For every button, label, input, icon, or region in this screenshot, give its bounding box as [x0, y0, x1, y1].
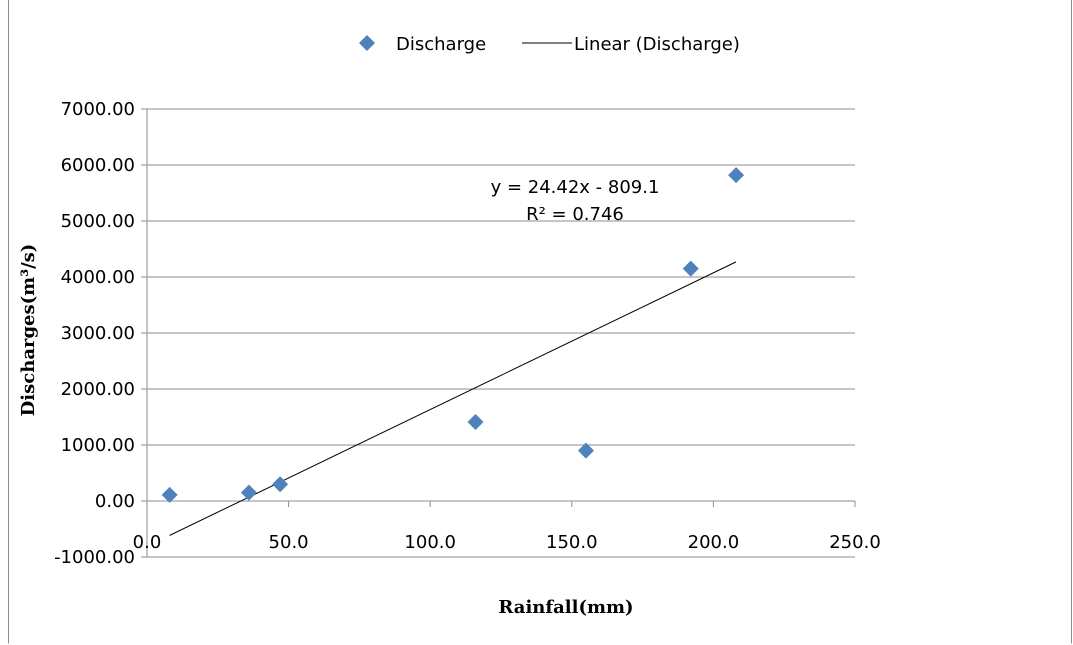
y-tick-label: 7000.00	[61, 99, 135, 120]
y-tick-label: 4000.00	[61, 267, 135, 288]
x-tick-label: 0.0	[133, 532, 162, 553]
trendline-layer	[169, 261, 737, 536]
legend-label-trendline: Linear (Discharge)	[574, 34, 740, 55]
y-axis-title: Discharges(m³/s)	[18, 244, 39, 417]
trendline-r-squared: R² = 0.746	[526, 204, 624, 225]
y-tick-label: 3000.00	[61, 323, 135, 344]
data-point	[467, 414, 484, 431]
axes	[141, 108, 856, 558]
x-tick-label: 200.0	[688, 532, 740, 553]
x-tick-labels: 0.0 50.0 100.0 150.0 200.0 250.0	[133, 532, 881, 553]
y-tick-label: 5000.00	[61, 211, 135, 232]
y-tick-label: 2000.00	[61, 379, 135, 400]
data-point	[728, 167, 745, 184]
legend-label-discharge: Discharge	[396, 34, 486, 55]
trendline-equation: y = 24.42x - 809.1	[491, 177, 660, 198]
data-point	[682, 260, 699, 277]
data-point	[240, 484, 257, 501]
x-tick-label: 100.0	[404, 532, 456, 553]
x-axis-title: Rainfall(mm)	[498, 597, 633, 618]
data-point	[577, 442, 594, 459]
trendline	[169, 261, 737, 536]
y-tick-label: 1000.00	[61, 435, 135, 456]
legend-marker-discharge	[359, 35, 375, 51]
chart-frame	[8, 0, 1072, 644]
data-points	[161, 167, 745, 503]
data-point	[161, 486, 178, 503]
gridlines	[147, 108, 855, 558]
y-tick-labels: -1000.00 0.00 1000.00 2000.00 3000.00 4000.00…	[54, 99, 135, 568]
data-point	[272, 476, 289, 493]
legend: Discharge Linear (Discharge)	[359, 34, 740, 55]
x-tick-label: 150.0	[546, 532, 598, 553]
y-tick-label: -1000.00	[54, 547, 135, 568]
y-tick-label: 0.00	[95, 491, 135, 512]
x-tick-label: 250.0	[829, 532, 881, 553]
x-tick-label: 50.0	[269, 532, 309, 553]
y-tick-label: 6000.00	[61, 155, 135, 176]
